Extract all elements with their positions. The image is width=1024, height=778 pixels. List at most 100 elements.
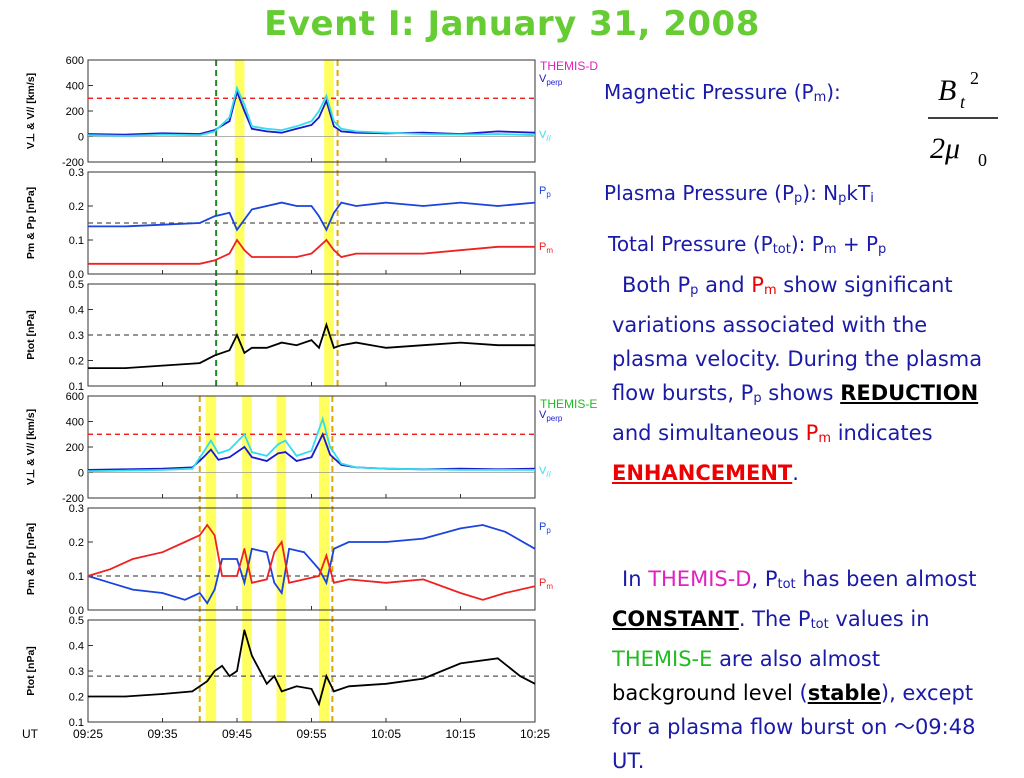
series-line-0-V_	[88, 85, 535, 137]
data-point-4-1-14	[280, 541, 283, 543]
data-point-0-1-22	[534, 134, 535, 137]
data-point-3-0-11	[277, 452, 279, 455]
data-point-1-0-16	[340, 201, 343, 204]
data-point-1-1-13	[318, 246, 320, 248]
data-point-2-0-8	[251, 346, 253, 349]
data-point-0-0-8	[251, 128, 253, 130]
data-point-0-1-5	[228, 116, 231, 119]
data-point-2-0-13	[318, 346, 320, 349]
xtick-label-1: 09:35	[147, 727, 177, 741]
series-line-4-P_p	[88, 524, 535, 605]
data-point-5-0-20	[385, 682, 387, 685]
data-point-3-1-8	[243, 433, 246, 436]
data-point-0-1-7	[243, 103, 246, 106]
magnetic-pressure-formula: B t 2 2μ 0	[928, 68, 998, 170]
data-point-4-1-0	[88, 575, 89, 577]
data-point-5-0-9	[243, 629, 246, 631]
highlight-band-0-0	[234, 60, 245, 386]
data-point-3-1-20	[422, 468, 425, 471]
data-point-1-0-3	[198, 222, 201, 224]
ytick-label-5-2: 0.3	[69, 666, 84, 678]
data-point-5-0-10	[251, 654, 253, 657]
xtick-label-5: 10:15	[445, 727, 475, 741]
data-point-2-0-2	[161, 364, 164, 367]
ytick-label-0-2: 200	[66, 106, 84, 118]
data-point-3-1-23	[534, 469, 535, 471]
xtick-label-2: 09:45	[222, 727, 252, 741]
data-point-4-0-17	[318, 568, 320, 570]
data-point-4-1-8	[221, 575, 223, 577]
chart-figure: 600 400 200 0 -200 V⊥ & V// [km/s] Vperp V// 0.3…	[22, 55, 598, 741]
paragraph-total-pressure: In THEMIS-D, Ptot has been almost CONSTA…	[612, 567, 977, 773]
data-point-2-0-0	[88, 367, 89, 369]
ytick-label-2-1: 0.4	[69, 305, 84, 317]
data-point-0-0-16	[340, 130, 343, 133]
data-point-0-0-12	[310, 124, 313, 126]
data-point-5-0-5	[213, 670, 216, 672]
ytick-label-2-0: 0.5	[69, 279, 84, 291]
data-point-0-0-21	[496, 130, 499, 133]
data-point-4-0-18	[325, 582, 328, 584]
data-point-1-0-14	[325, 229, 328, 231]
ytick-label-5-4: 0.1	[69, 717, 84, 729]
ytick-label-3-0: 600	[66, 391, 84, 403]
data-point-1-0-6	[236, 229, 238, 231]
legend-3-0: Vperp	[539, 409, 563, 423]
data-point-3-1-0	[88, 470, 89, 473]
data-point-1-0-10	[280, 201, 283, 204]
data-point-3-1-5	[210, 439, 212, 442]
data-point-4-1-24	[482, 599, 484, 601]
data-point-2-0-18	[385, 346, 387, 349]
data-point-3-1-1	[124, 469, 127, 472]
ytick-label-3-2: 200	[66, 442, 84, 454]
data-point-3-0-5	[210, 448, 212, 451]
legend-0-1: V//	[539, 129, 552, 143]
data-point-2-0-22	[534, 344, 535, 346]
xtick-label-0: 09:25	[73, 727, 103, 741]
legend-4-1: Pm	[539, 577, 553, 591]
data-point-3-1-11	[277, 443, 279, 446]
data-point-3-0-12	[284, 451, 287, 453]
data-point-4-0-8	[221, 558, 223, 560]
data-point-3-1-15	[321, 418, 324, 420]
data-point-0-0-7	[243, 110, 246, 112]
data-point-3-1-22	[496, 469, 499, 471]
data-point-1-0-2	[161, 223, 164, 226]
data-point-2-0-1	[124, 367, 127, 369]
ytick-label-0-3: 0	[78, 132, 84, 144]
data-point-4-0-13	[273, 582, 276, 584]
ytick-label-3-1: 400	[66, 417, 84, 429]
data-point-4-0-10	[243, 582, 246, 584]
spacecraft-label-0: THEMIS-D	[540, 59, 598, 73]
data-point-2-0-20	[459, 341, 462, 344]
ylabel-3: V⊥ & V// [km/s]	[25, 409, 37, 485]
spacecraft-label-1: THEMIS-E	[540, 397, 597, 411]
data-point-5-0-16	[318, 703, 320, 705]
ytick-label-1-1: 0.2	[69, 201, 84, 213]
data-point-0-0-22	[534, 131, 535, 134]
data-point-3-1-17	[340, 462, 343, 465]
ytick-label-2-4: 0.1	[69, 381, 84, 393]
data-point-1-0-21	[496, 205, 499, 207]
ylabel-4: Pm & Pp [nPa]	[25, 523, 37, 595]
data-point-0-1-19	[422, 133, 425, 135]
xtick-label-6: 10:25	[520, 727, 550, 741]
data-point-3-0-16	[329, 453, 331, 456]
data-point-0-1-3	[198, 134, 201, 137]
data-point-4-1-25	[504, 592, 507, 594]
formula-denominator-sub: 0	[978, 150, 987, 170]
data-point-1-0-1	[124, 225, 127, 228]
data-point-2-0-17	[355, 341, 358, 344]
data-point-3-1-7	[228, 448, 231, 451]
series-line-3-V_	[88, 415, 535, 473]
data-point-5-0-12	[273, 675, 276, 677]
data-point-1-0-0	[88, 225, 89, 228]
data-point-2-0-9	[266, 346, 268, 349]
data-point-0-1-14	[325, 94, 328, 97]
data-point-5-0-4	[206, 680, 208, 682]
enhancement-emphasis: ENHANCEMENT	[612, 461, 793, 485]
data-point-0-1-1	[124, 135, 127, 137]
data-point-2-0-4	[213, 354, 216, 357]
data-point-3-0-14	[310, 456, 313, 459]
legend-4-0: Pp	[539, 521, 551, 535]
